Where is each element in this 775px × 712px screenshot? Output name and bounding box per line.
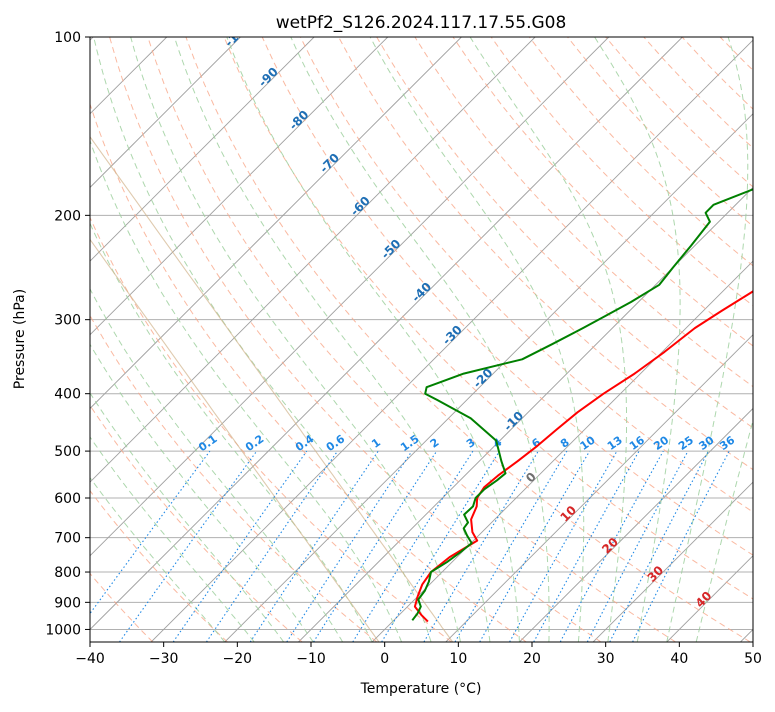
y-tick-label: 200	[54, 208, 81, 224]
y-tick-label: 800	[54, 565, 81, 581]
x-tick-label: −30	[149, 651, 179, 667]
x-tick-label: 50	[744, 651, 762, 667]
x-tick-label: −40	[75, 651, 105, 667]
y-tick-label: 400	[54, 387, 81, 403]
x-tick-label: 0	[380, 651, 389, 667]
y-tick-label: 900	[54, 595, 81, 611]
x-tick-label: 10	[449, 651, 467, 667]
x-tick-label: −20	[223, 651, 253, 667]
y-axis-label: Pressure (hPa)	[12, 289, 28, 389]
x-axis-label: Temperature (°C)	[360, 681, 482, 697]
x-tick-label: 20	[523, 651, 541, 667]
y-tick-label: 600	[54, 491, 81, 507]
y-tick-label: 100	[54, 30, 81, 46]
chart-title: wetPf2_S126.2024.117.17.55.G08	[276, 13, 567, 33]
y-tick-label: 1000	[45, 622, 81, 638]
y-tick-label: 300	[54, 313, 81, 329]
x-tick-label: 30	[597, 651, 615, 667]
y-tick-label: 500	[54, 444, 81, 460]
x-tick-label: 40	[670, 651, 688, 667]
y-tick-label: 700	[54, 531, 81, 547]
x-tick-label: −10	[296, 651, 326, 667]
